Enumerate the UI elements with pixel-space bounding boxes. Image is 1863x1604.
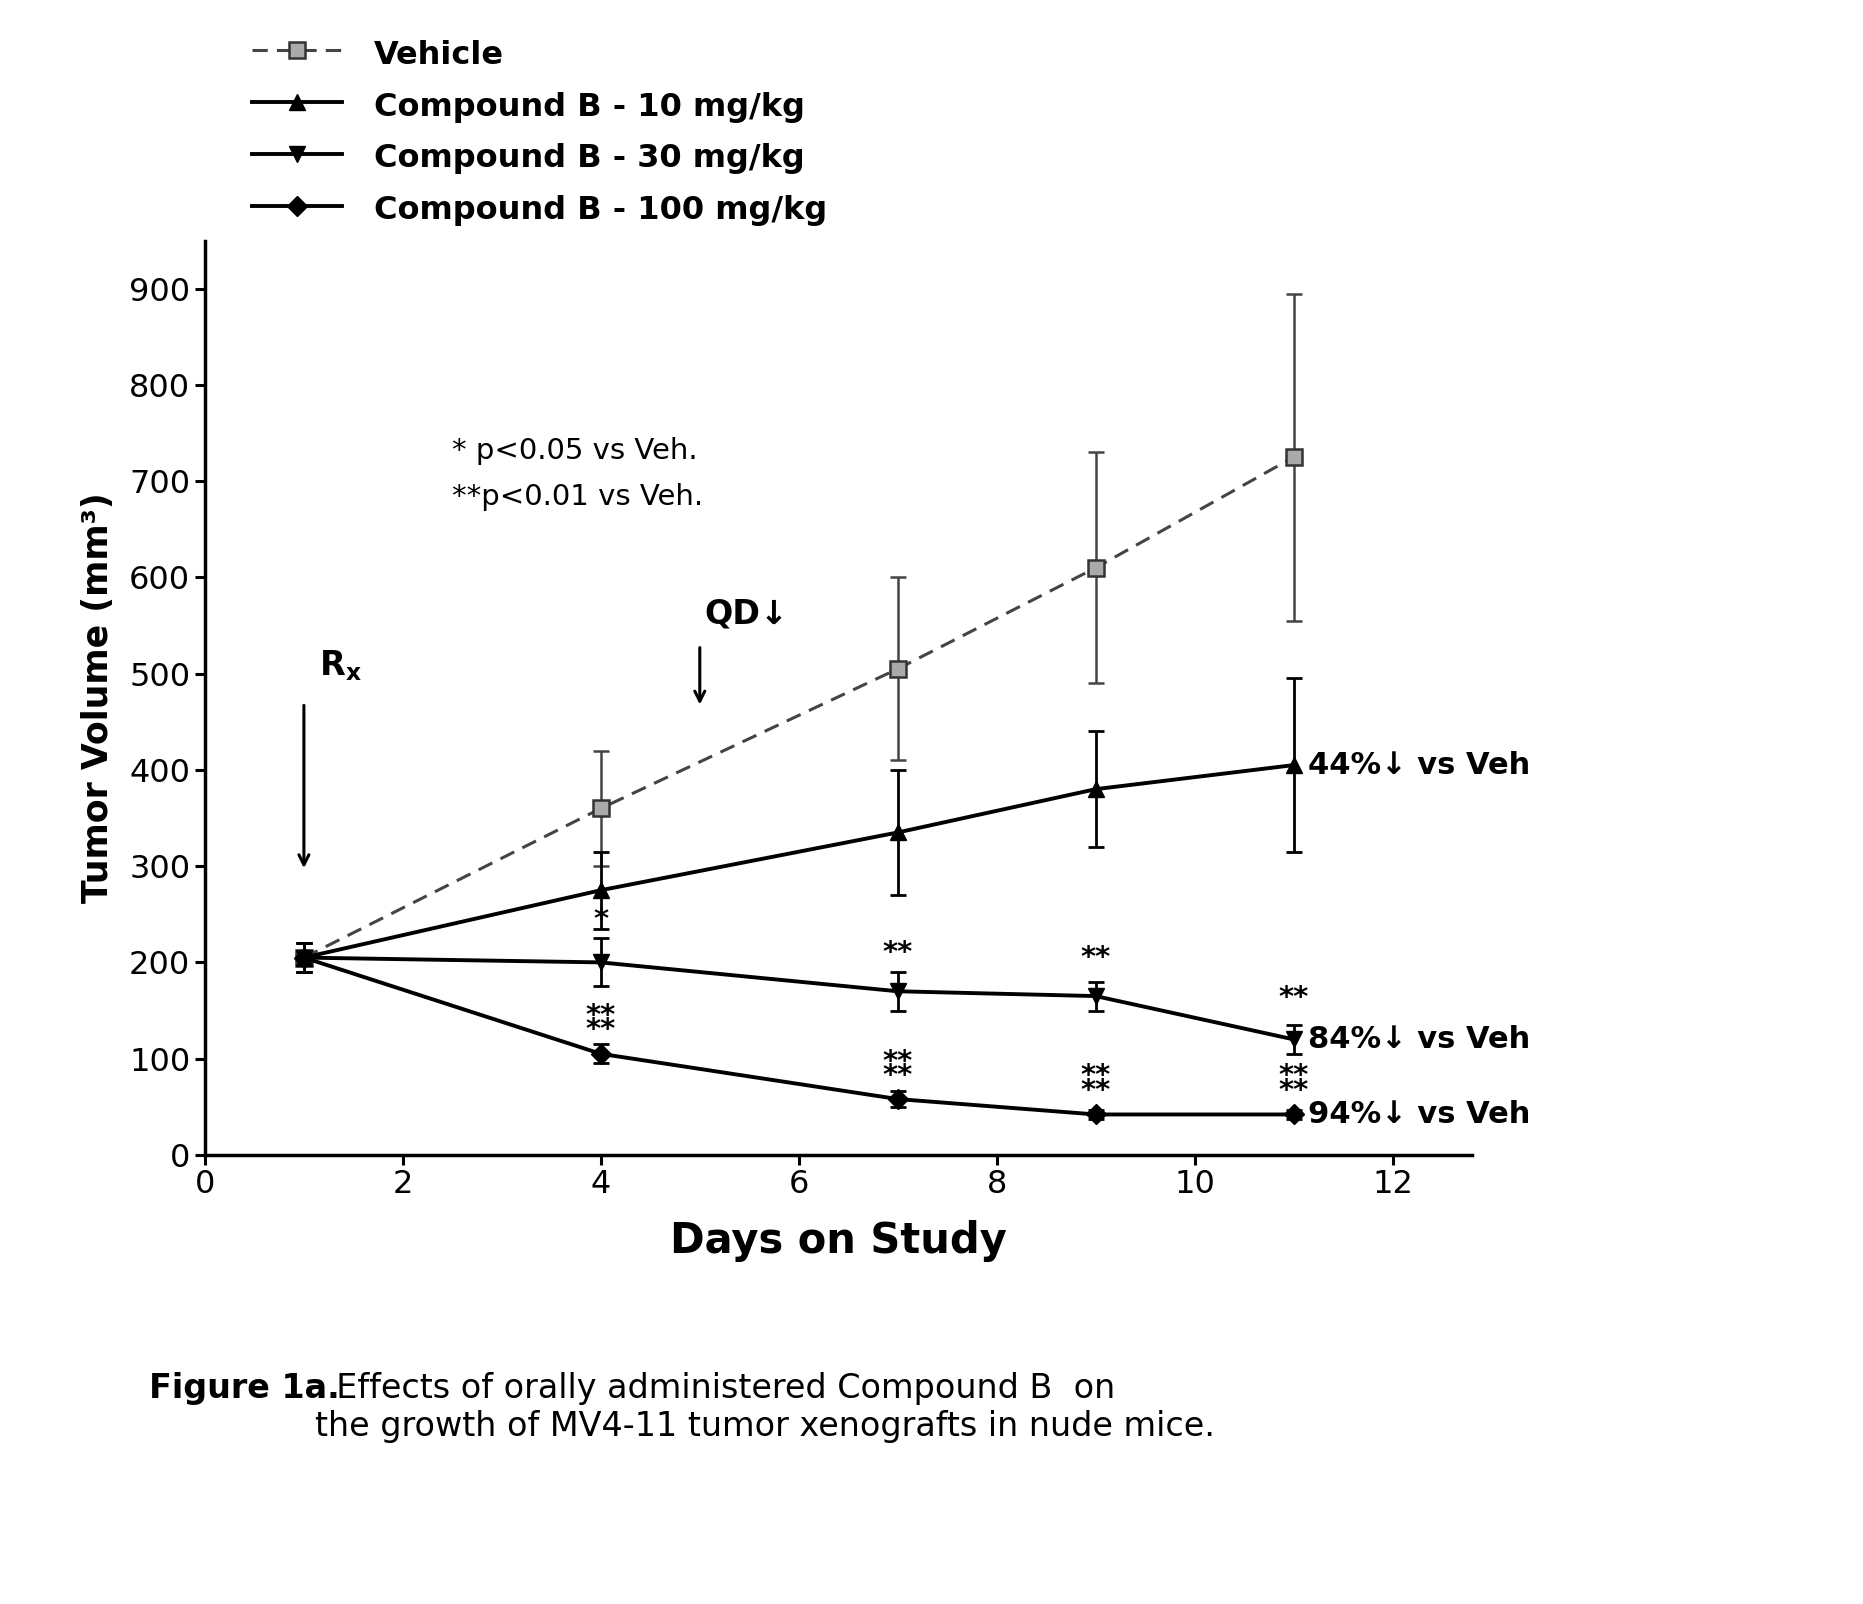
Compound B - 100 mg/kg	[1282, 1105, 1304, 1124]
Text: * p<0.05 vs Veh.: * p<0.05 vs Veh.	[453, 438, 697, 465]
Compound B - 30 mg/kg	[589, 953, 611, 972]
Vehicle	[1084, 558, 1107, 577]
Vehicle	[589, 799, 611, 818]
Vehicle	[292, 948, 315, 967]
Compound B - 100 mg/kg	[887, 1089, 909, 1108]
Text: 44%↓ vs Veh: 44%↓ vs Veh	[1308, 751, 1531, 780]
Compound B - 10 mg/kg	[1084, 780, 1107, 799]
Compound B - 30 mg/kg	[1282, 1030, 1304, 1049]
Text: **: **	[883, 1062, 913, 1091]
Compound B - 30 mg/kg	[887, 982, 909, 1001]
X-axis label: Days on Study: Days on Study	[671, 1221, 1006, 1262]
Text: **: **	[1081, 945, 1110, 972]
Text: **: **	[1278, 1076, 1308, 1105]
Text: QD↓: QD↓	[704, 597, 788, 630]
Compound B - 100 mg/kg	[589, 1044, 611, 1063]
Text: **p<0.01 vs Veh.: **p<0.01 vs Veh.	[453, 483, 702, 512]
Legend: Vehicle, Compound B - 10 mg/kg, Compound B - 30 mg/kg, Compound B - 100 mg/kg: Vehicle, Compound B - 10 mg/kg, Compound…	[240, 24, 840, 239]
Text: **: **	[883, 1047, 913, 1076]
Text: 94%↓ vs Veh: 94%↓ vs Veh	[1308, 1100, 1531, 1129]
Text: **: **	[585, 1002, 617, 1030]
Text: 84%↓ vs Veh: 84%↓ vs Veh	[1308, 1025, 1531, 1054]
Compound B - 30 mg/kg	[292, 948, 315, 967]
Text: *: *	[592, 906, 609, 934]
Text: **: **	[1081, 1076, 1110, 1105]
Text: **: **	[883, 940, 913, 967]
Text: Effects of orally administered Compound B  on
the growth of MV4-11 tumor xenogra: Effects of orally administered Compound …	[315, 1371, 1215, 1444]
Compound B - 100 mg/kg	[1084, 1105, 1107, 1124]
Text: **: **	[1081, 1062, 1110, 1091]
Compound B - 10 mg/kg	[1282, 755, 1304, 775]
Line: Vehicle: Vehicle	[296, 449, 1300, 966]
Line: Compound B - 10 mg/kg: Compound B - 10 mg/kg	[296, 757, 1300, 966]
Text: **: **	[585, 1017, 617, 1044]
Text: **: **	[1278, 1062, 1308, 1091]
Compound B - 10 mg/kg	[887, 823, 909, 842]
Compound B - 30 mg/kg	[1084, 986, 1107, 1006]
Compound B - 10 mg/kg	[589, 881, 611, 900]
Text: Figure 1a.: Figure 1a.	[149, 1371, 339, 1405]
Text: **: **	[1278, 985, 1308, 1012]
Compound B - 100 mg/kg	[292, 948, 315, 967]
Vehicle	[887, 659, 909, 678]
Y-axis label: Tumor Volume (mm³): Tumor Volume (mm³)	[82, 492, 116, 903]
Line: Compound B - 100 mg/kg: Compound B - 100 mg/kg	[296, 951, 1300, 1121]
Text: R$_\mathregular{x}$: R$_\mathregular{x}$	[319, 648, 361, 683]
Vehicle	[1282, 448, 1304, 467]
Compound B - 10 mg/kg	[292, 948, 315, 967]
Line: Compound B - 30 mg/kg: Compound B - 30 mg/kg	[296, 950, 1300, 1047]
